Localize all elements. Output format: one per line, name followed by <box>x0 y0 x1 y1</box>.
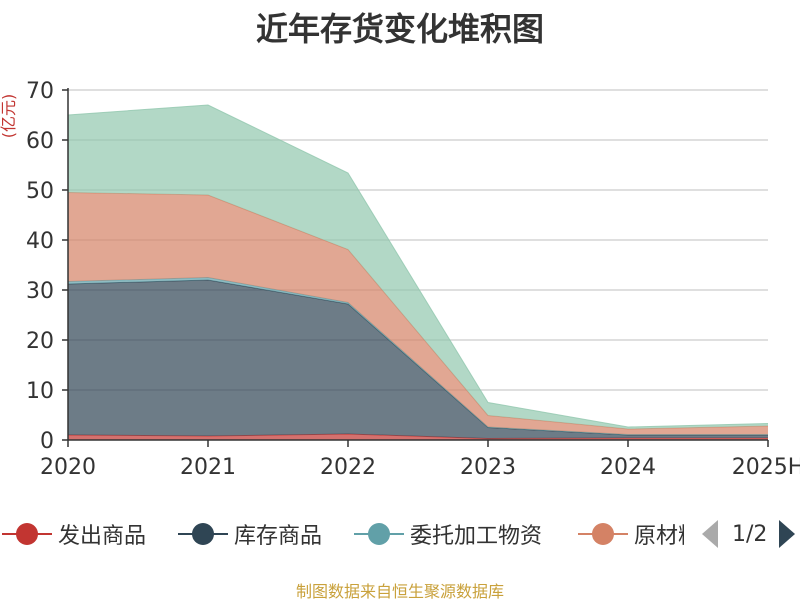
y-tick-label: 30 <box>26 279 54 304</box>
legend-dot-icon <box>192 523 214 545</box>
stacked-areas <box>67 104 769 440</box>
prev-page-icon[interactable] <box>702 520 718 548</box>
legend-label: 发出商品 <box>58 524 147 549</box>
chart-title: 近年存货变化堆积图 <box>255 10 544 48</box>
legend-label: 原材料 <box>634 524 684 549</box>
legend-label: 委托加工物资 <box>410 524 543 549</box>
legend-item-weituo[interactable]: 委托加工物资 <box>354 519 542 549</box>
x-tick-label: 2023 <box>460 455 516 480</box>
x-tick-label: 2020 <box>40 455 96 480</box>
legend-pager: 1/2 <box>702 519 796 549</box>
x-tick-label: 2021 <box>180 455 236 480</box>
y-tick-label: 20 <box>26 329 54 354</box>
legend-page-indicator: 1/2 <box>732 521 768 547</box>
legend-label: 库存商品 <box>234 524 323 549</box>
y-axis-label: (亿元) <box>0 94 18 139</box>
axes: 0 10 20 30 40 50 60 70 2020 2021 2022 2023 2024 2025H <box>26 79 800 480</box>
y-tick-label: 10 <box>26 379 54 404</box>
legend-item-fachu[interactable]: 发出商品 <box>2 519 146 549</box>
y-tick-label: 70 <box>26 79 54 104</box>
legend-swatch-icon <box>178 519 228 549</box>
area-series-1[interactable] <box>68 280 768 439</box>
legend-swatch-icon <box>578 519 628 549</box>
area-series-3[interactable] <box>68 192 768 435</box>
data-source-note: 制图数据来自恒生聚源数据库 <box>295 582 504 601</box>
legend-swatch-icon <box>354 519 404 549</box>
legend-swatch-icon <box>2 519 52 549</box>
legend-dot-icon <box>16 523 38 545</box>
x-tick-label: 2025H <box>732 455 800 480</box>
x-tick-label: 2022 <box>320 455 376 480</box>
legend-item-kucun[interactable]: 库存商品 <box>178 519 322 549</box>
legend: 发出商品 库存商品 委托加工物资 <box>0 515 800 555</box>
legend-viewport: 发出商品 库存商品 委托加工物资 <box>0 515 684 555</box>
y-tick-label: 60 <box>26 129 54 154</box>
area-series-4[interactable] <box>68 105 768 429</box>
y-tick-label: 50 <box>26 179 54 204</box>
y-tick-label: 0 <box>40 429 54 454</box>
y-tick-label: 40 <box>26 229 54 254</box>
legend-item-yuancailiao[interactable]: 原材料 <box>578 519 684 549</box>
series-line-4 <box>67 104 769 428</box>
legend-dot-icon <box>368 523 390 545</box>
next-page-icon[interactable] <box>779 520 796 548</box>
x-tick-label: 2024 <box>600 455 656 480</box>
legend-dot-icon <box>592 523 614 545</box>
area-chart: 0 10 20 30 40 50 60 70 2020 2021 2022 2023 2024 2025H… <box>0 79 800 480</box>
